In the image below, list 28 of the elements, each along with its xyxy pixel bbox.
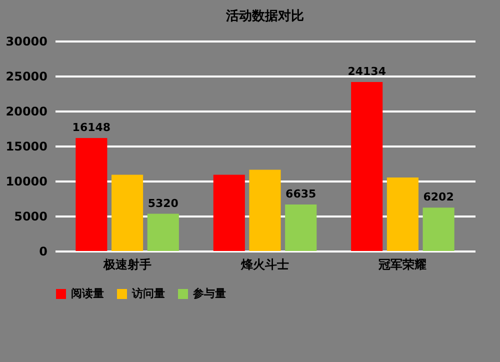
- bar: [285, 204, 317, 251]
- bar: [249, 170, 281, 251]
- bar: [213, 174, 245, 251]
- legend-label: 访问量: [131, 287, 165, 300]
- x-tick-label: 冠军荣耀: [378, 258, 427, 272]
- data-label: 16148: [72, 120, 111, 134]
- x-tick-label: 烽火斗士: [240, 258, 289, 272]
- y-tick-label: 0: [39, 244, 48, 258]
- legend-label: 参与量: [192, 287, 226, 300]
- data-label: 6635: [286, 188, 316, 201]
- bar: [147, 214, 179, 251]
- bar: [422, 208, 454, 251]
- x-tick-label: 极速射手: [102, 258, 152, 272]
- y-tick-label: 10000: [6, 174, 48, 188]
- data-label: 6202: [423, 190, 454, 204]
- bar: [112, 174, 144, 251]
- bar: [351, 82, 383, 251]
- legend-label: 阅读量: [71, 287, 104, 300]
- y-tick-label: 20000: [6, 104, 48, 118]
- chart-title: 活动数据对比: [225, 9, 304, 24]
- data-label: 5320: [148, 196, 179, 210]
- y-tick-label: 15000: [6, 140, 48, 154]
- y-tick-label: 25000: [6, 70, 48, 84]
- y-tick-label: 30000: [6, 34, 48, 48]
- y-tick-label: 5000: [14, 210, 48, 224]
- data-label: 24134: [348, 65, 386, 78]
- bar: [386, 178, 418, 251]
- bar: [76, 138, 108, 251]
